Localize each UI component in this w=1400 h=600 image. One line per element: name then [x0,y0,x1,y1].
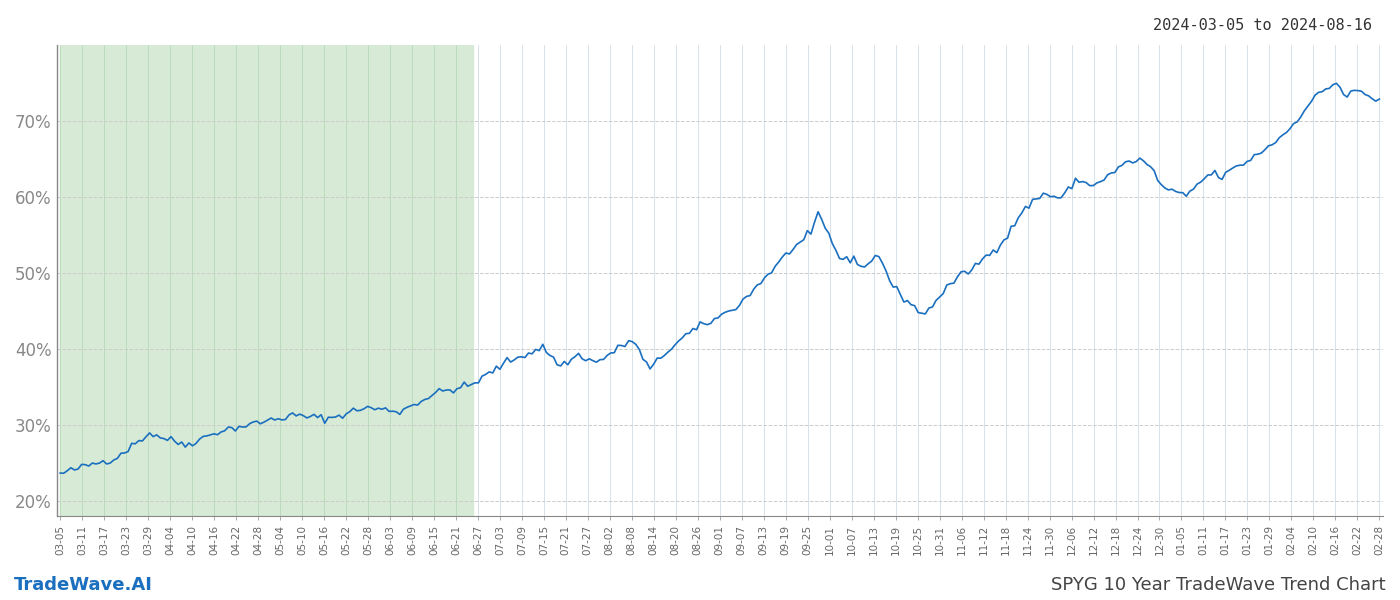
Text: 2024-03-05 to 2024-08-16: 2024-03-05 to 2024-08-16 [1154,18,1372,33]
Text: TradeWave.AI: TradeWave.AI [14,576,153,594]
Text: SPYG 10 Year TradeWave Trend Chart: SPYG 10 Year TradeWave Trend Chart [1051,576,1386,594]
Bar [60,45,473,516]
